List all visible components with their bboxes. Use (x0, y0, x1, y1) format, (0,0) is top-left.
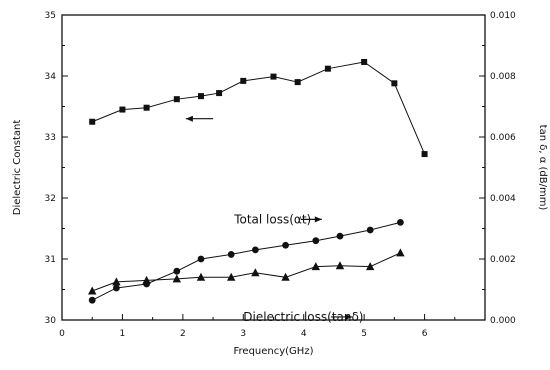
x-axis-title: Frequency(GHz) (234, 346, 314, 357)
data-point-triangle (251, 268, 260, 277)
y-left-tick-label: 31 (45, 255, 56, 265)
data-point-square (143, 104, 150, 111)
x-tick-label: 4 (301, 329, 307, 339)
data-point-circle (282, 241, 289, 249)
y-right-tick-label: 0.006 (490, 133, 516, 143)
data-point-square (197, 93, 204, 100)
data-point-square (216, 90, 223, 97)
data-point-triangle (112, 277, 121, 286)
data-point-square (391, 80, 398, 87)
y-right-tick-label: 0.000 (490, 316, 516, 326)
x-tick-label: 1 (120, 329, 126, 339)
data-point-square (294, 79, 301, 86)
data-point-circle (173, 267, 181, 275)
x-tick-label: 3 (240, 329, 246, 339)
data-point-triangle (365, 262, 375, 271)
data-point-square (361, 58, 368, 65)
y-left-tick-label: 32 (45, 194, 56, 204)
annotation-label: Dielectric loss(tanδ) (243, 310, 363, 324)
data-point-triangle (311, 262, 320, 271)
data-point-triangle (335, 261, 345, 270)
y-left-axis-title: Dielectric Constant (12, 120, 23, 216)
data-point-circle (88, 296, 96, 304)
y-left-tick-label: 35 (45, 11, 56, 21)
y-left-tick-label: 33 (45, 133, 56, 143)
plot-frame (61, 14, 486, 321)
data-point-circle (227, 251, 235, 258)
data-point-square (324, 65, 331, 72)
data-point-square (240, 77, 247, 84)
x-tick-label: 5 (361, 329, 367, 339)
data-point-triangle (396, 248, 405, 257)
data-point-triangle (227, 272, 236, 281)
data-point-square (421, 151, 428, 158)
annotation-arrow-head (314, 216, 322, 223)
y-left-tick-label: 34 (45, 72, 57, 82)
y-right-tick-label: 0.004 (490, 194, 516, 204)
annotation-arrow-head (345, 313, 353, 320)
series-line-square (92, 61, 426, 155)
data-point-triangle (142, 275, 151, 284)
data-point-triangle (172, 274, 182, 283)
data-point-circle (366, 226, 374, 234)
axes: 0 1 2 3 4 5 63031323334350.0000.0020.0040.0060… (45, 11, 516, 339)
y-right-tick-label: 0.008 (490, 72, 516, 82)
data-point-square (270, 73, 277, 80)
x-tick-label: 6 (422, 329, 428, 339)
data-point-circle (112, 284, 120, 292)
y-right-tick-label: 0.002 (490, 255, 516, 265)
data-point-circle (197, 255, 205, 263)
series-line-circle (91, 221, 401, 301)
data-point-triangle (196, 272, 206, 281)
annotation-label: Total loss(αt) (233, 212, 311, 226)
data-point-circle (336, 232, 344, 240)
y-right-axis-title: tan δ, α (dB/mm) (537, 125, 548, 211)
data-point-square (89, 118, 96, 125)
x-tick-label: 0 (59, 329, 65, 339)
series-line-triangle (92, 252, 401, 292)
data-point-circle (397, 219, 404, 226)
data-point-square (119, 106, 126, 113)
data-point-triangle (88, 286, 97, 295)
y-right-tick-label: 0.010 (490, 11, 516, 21)
data-point-circle (312, 237, 320, 245)
data-point-circle (251, 246, 259, 254)
annotation-arrow-head (185, 115, 193, 122)
labels-group: Frequency(GHz) Dielectric Constant tan δ… (12, 115, 548, 357)
y-left-tick-label: 30 (45, 316, 57, 326)
data-point-square (173, 96, 180, 103)
x-tick-label: 2 (180, 329, 186, 339)
data-point-triangle (281, 272, 290, 281)
series-group (88, 58, 428, 304)
